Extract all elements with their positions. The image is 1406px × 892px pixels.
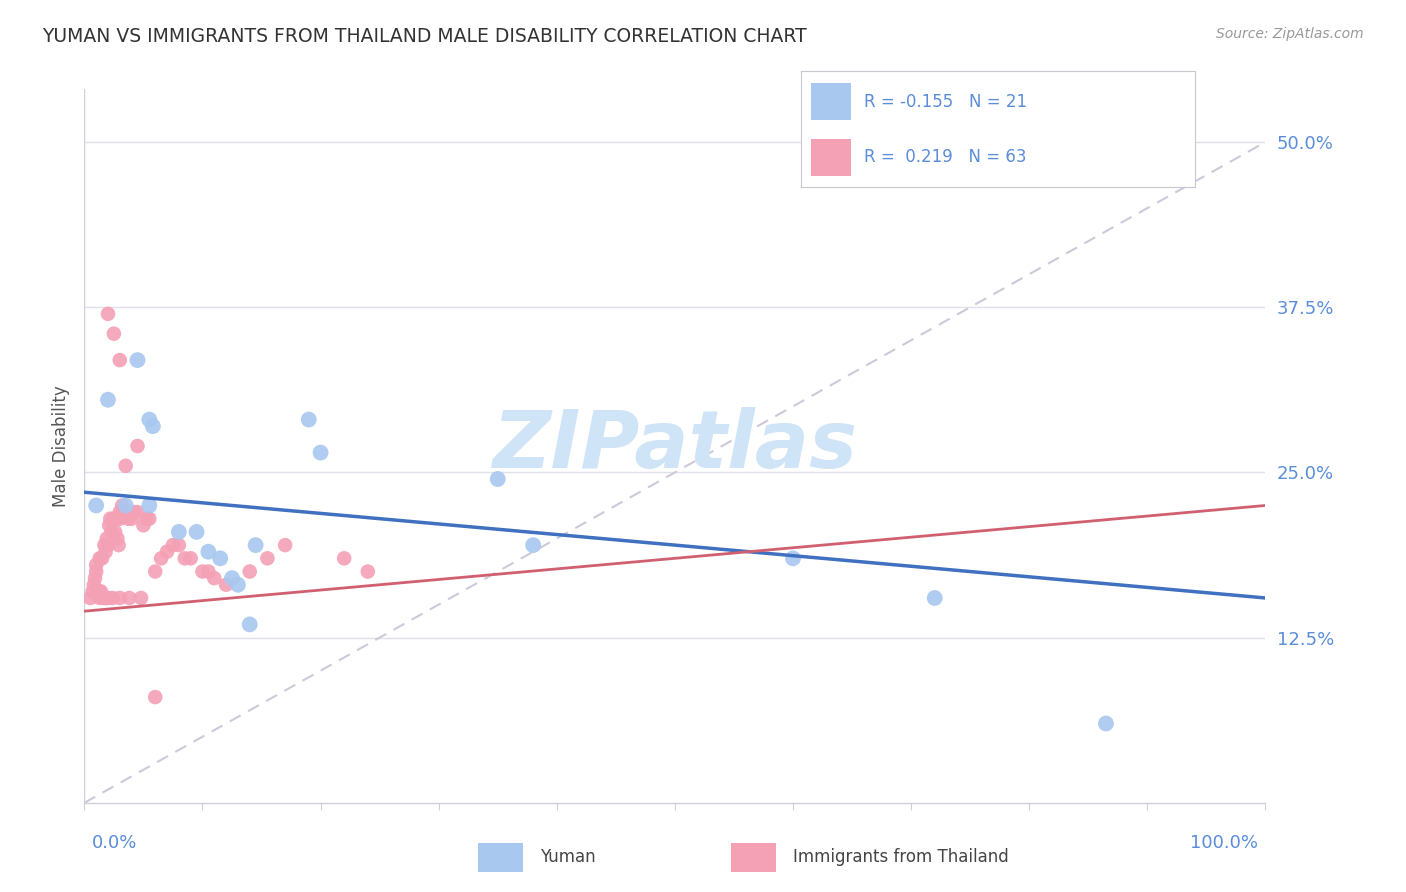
Point xyxy=(186,524,208,539)
FancyBboxPatch shape xyxy=(731,843,776,872)
Point xyxy=(150,551,173,566)
Point xyxy=(245,538,267,552)
Y-axis label: Male Disability: Male Disability xyxy=(52,385,70,507)
Point xyxy=(89,591,111,605)
Point xyxy=(114,499,136,513)
Point xyxy=(107,532,129,546)
Point xyxy=(84,558,107,572)
Point xyxy=(167,538,190,552)
Point xyxy=(142,419,165,434)
Point xyxy=(114,458,136,473)
Point xyxy=(191,565,214,579)
Point xyxy=(1095,716,1118,731)
Point xyxy=(298,412,321,426)
Point xyxy=(97,307,120,321)
Point xyxy=(97,591,120,605)
Point xyxy=(156,545,179,559)
Text: Immigrants from Thailand: Immigrants from Thailand xyxy=(793,848,1008,866)
Point xyxy=(84,571,107,585)
Point xyxy=(90,584,112,599)
Point xyxy=(93,538,115,552)
Point xyxy=(100,524,122,539)
Point xyxy=(82,584,104,599)
Point xyxy=(84,499,107,513)
Point xyxy=(167,524,190,539)
Point xyxy=(91,551,114,566)
Point xyxy=(97,538,120,552)
Text: ZIPatlas: ZIPatlas xyxy=(492,407,858,485)
Point xyxy=(108,353,131,368)
Point xyxy=(173,551,195,566)
Point xyxy=(143,565,166,579)
Point xyxy=(782,551,804,566)
Text: 100.0%: 100.0% xyxy=(1191,834,1258,852)
Point xyxy=(127,353,149,368)
Point xyxy=(121,511,143,525)
Point xyxy=(87,584,110,599)
Point xyxy=(127,505,149,519)
Text: Source: ZipAtlas.com: Source: ZipAtlas.com xyxy=(1216,27,1364,41)
Point xyxy=(197,545,219,559)
Point xyxy=(132,518,155,533)
Point xyxy=(108,505,131,519)
Point xyxy=(107,538,129,552)
Point xyxy=(209,551,232,566)
Point xyxy=(111,499,134,513)
Point xyxy=(221,571,243,585)
Point xyxy=(104,524,127,539)
Point xyxy=(138,412,160,426)
Point xyxy=(197,565,219,579)
Point xyxy=(94,545,117,559)
Text: YUMAN VS IMMIGRANTS FROM THAILAND MALE DISABILITY CORRELATION CHART: YUMAN VS IMMIGRANTS FROM THAILAND MALE D… xyxy=(42,27,807,45)
Point xyxy=(202,571,225,585)
Point xyxy=(143,690,166,704)
Text: R = -0.155   N = 21: R = -0.155 N = 21 xyxy=(865,93,1028,111)
Point xyxy=(239,617,262,632)
Point xyxy=(924,591,946,605)
FancyBboxPatch shape xyxy=(811,83,851,120)
Point xyxy=(256,551,278,566)
Point xyxy=(91,591,114,605)
Point xyxy=(118,591,141,605)
Point xyxy=(98,518,121,533)
Point xyxy=(309,445,332,459)
Point xyxy=(180,551,202,566)
Point xyxy=(226,578,249,592)
Point xyxy=(103,326,125,341)
Point xyxy=(274,538,297,552)
Point xyxy=(96,532,118,546)
Text: 0.0%: 0.0% xyxy=(91,834,136,852)
Point xyxy=(117,511,139,525)
Point xyxy=(122,505,145,519)
Point xyxy=(162,538,184,552)
Point xyxy=(138,499,160,513)
Point xyxy=(357,565,380,579)
Point xyxy=(108,511,131,525)
Point xyxy=(89,551,111,566)
Point xyxy=(138,511,160,525)
Point xyxy=(112,505,135,519)
Point xyxy=(83,578,105,592)
Point xyxy=(101,591,124,605)
Point xyxy=(215,578,238,592)
Point xyxy=(108,591,131,605)
Point xyxy=(97,392,120,407)
Text: Yuman: Yuman xyxy=(540,848,596,866)
Point xyxy=(79,591,101,605)
Point xyxy=(127,439,149,453)
Point xyxy=(129,591,152,605)
Point xyxy=(522,538,544,552)
Point xyxy=(84,565,107,579)
Point xyxy=(486,472,509,486)
Text: R =  0.219   N = 63: R = 0.219 N = 63 xyxy=(865,148,1026,166)
Point xyxy=(105,511,128,525)
FancyBboxPatch shape xyxy=(478,843,523,872)
Point xyxy=(103,511,125,525)
FancyBboxPatch shape xyxy=(811,138,851,176)
Point xyxy=(136,511,159,525)
Point xyxy=(333,551,356,566)
Point xyxy=(94,591,117,605)
Point xyxy=(239,565,262,579)
Point xyxy=(98,511,121,525)
